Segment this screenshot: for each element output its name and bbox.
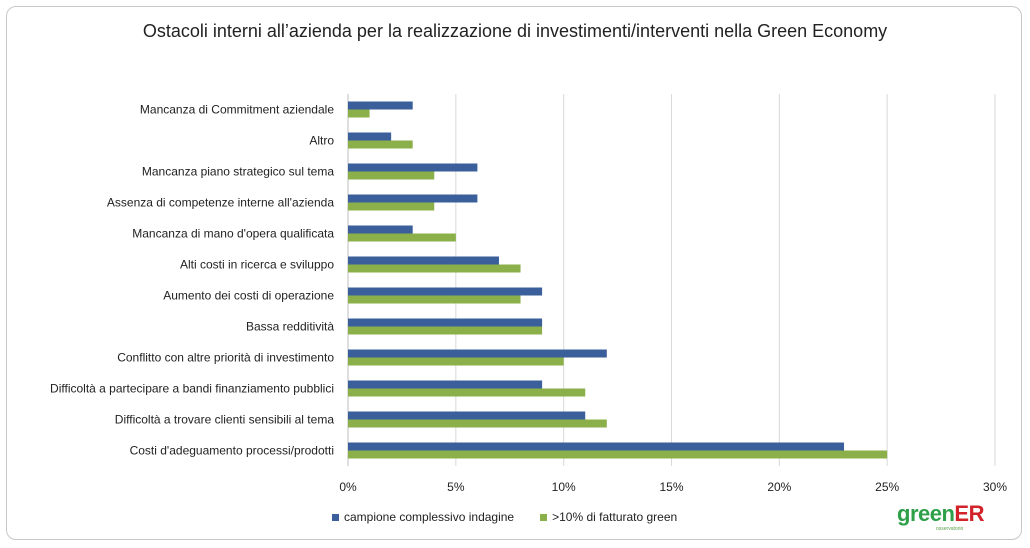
category-label: Assenza di competenze interne all'aziend… (107, 196, 334, 210)
bar-fatturato-green (348, 419, 607, 428)
x-tick-label: 15% (659, 480, 683, 494)
bar-fatturato-green (348, 357, 564, 366)
category-label: Costi d'adeguamento processi/prodotti (130, 444, 334, 458)
grid-lines (347, 94, 996, 466)
x-tick-label: 30% (983, 480, 1007, 494)
bar-campione (348, 318, 543, 327)
category-label: Mancanza di mano d'opera qualificata (132, 227, 334, 241)
x-tick-label: 0% (339, 480, 357, 494)
legend-swatch (540, 513, 548, 521)
bars (348, 101, 888, 459)
bar-fatturato-green (348, 140, 413, 149)
legend-item-series-1: campione complessivo indagine (332, 510, 514, 524)
bar-campione (348, 163, 478, 172)
x-tick-label: 10% (552, 480, 576, 494)
category-label: Difficoltà a trovare clienti sensibili a… (115, 413, 335, 427)
category-label: Altro (309, 134, 334, 148)
bar-campione (348, 132, 392, 141)
x-tick-labels: 0% 5% 10% 15% 20% 25% 30% (339, 480, 1007, 494)
legend: campione complessivo indagine >10% di fa… (332, 510, 703, 524)
category-labels: Mancanza di Commitment aziendale Altro Man… (50, 103, 334, 458)
bar-fatturato-green (348, 450, 888, 459)
legend-label: campione complessivo indagine (344, 510, 515, 524)
chart-title: Ostacoli interni all’azienda per la real… (142, 21, 888, 41)
greener-logo: greenER (897, 503, 984, 525)
category-label: Difficoltà a partecipare a bandi finanzi… (50, 382, 334, 396)
x-tick-label: 5% (447, 480, 465, 494)
logo-text-red: ER (954, 501, 984, 526)
bar-fatturato-green (348, 264, 521, 273)
legend-label: >10% di fatturato green (552, 510, 678, 524)
bar-campione (348, 287, 543, 296)
x-tick-label: 25% (875, 480, 899, 494)
category-label: Aumento dei costi di operazione (163, 289, 334, 303)
bar-fatturato-green (348, 202, 435, 211)
category-label: Alti costi in ricerca e sviluppo (180, 258, 334, 272)
category-label: Mancanza di Commitment aziendale (140, 103, 334, 117)
bar-fatturato-green (348, 171, 435, 180)
category-label: Conflitto con altre priorità di investim… (117, 351, 334, 365)
bar-campione (348, 101, 413, 110)
bar-campione (348, 380, 543, 389)
bar-campione (348, 411, 586, 420)
legend-swatch (332, 513, 339, 521)
x-tick-label: 20% (767, 480, 791, 494)
bar-campione (348, 349, 607, 358)
bar-fatturato-green (348, 295, 521, 304)
bar-campione (348, 225, 413, 234)
bar-fatturato-green (348, 233, 456, 242)
bar-fatturato-green (348, 109, 370, 118)
bar-fatturato-green (348, 326, 543, 335)
category-label: Mancanza piano strategico sul tema (142, 165, 334, 179)
logo-text-green: green (897, 501, 955, 526)
bar-campione (348, 256, 499, 265)
logo-subtext: osservatorio (936, 526, 964, 532)
bar-campione (348, 194, 478, 203)
bar-campione (348, 442, 845, 451)
category-label: Bassa redditività (246, 320, 334, 334)
bar-fatturato-green (348, 388, 586, 397)
legend-item-series-2: >10% di fatturato green (540, 510, 677, 524)
